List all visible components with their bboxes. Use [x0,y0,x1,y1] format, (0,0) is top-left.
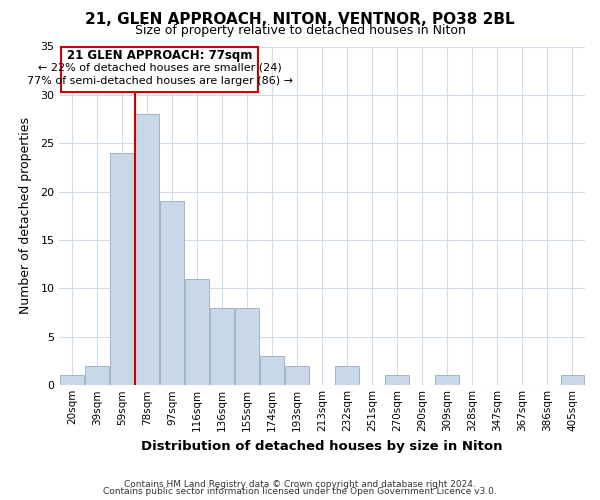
Text: 21 GLEN APPROACH: 77sqm: 21 GLEN APPROACH: 77sqm [67,48,252,62]
Text: Contains public sector information licensed under the Open Government Licence v3: Contains public sector information licen… [103,487,497,496]
Bar [160,201,184,385]
Y-axis label: Number of detached properties: Number of detached properties [19,117,32,314]
Bar [335,366,359,385]
Text: Contains HM Land Registry data © Crown copyright and database right 2024.: Contains HM Land Registry data © Crown c… [124,480,476,489]
Bar [385,375,409,385]
Bar [436,375,459,385]
Bar [135,114,159,385]
Bar [260,356,284,385]
Bar [85,366,109,385]
Bar [185,278,209,385]
Bar [560,375,584,385]
Bar [235,308,259,385]
X-axis label: Distribution of detached houses by size in Niton: Distribution of detached houses by size … [142,440,503,452]
FancyBboxPatch shape [61,46,259,92]
Bar [60,375,84,385]
Bar [210,308,234,385]
Text: ← 22% of detached houses are smaller (24): ← 22% of detached houses are smaller (24… [38,63,281,73]
Text: 21, GLEN APPROACH, NITON, VENTNOR, PO38 2BL: 21, GLEN APPROACH, NITON, VENTNOR, PO38 … [85,12,515,28]
Text: 77% of semi-detached houses are larger (86) →: 77% of semi-detached houses are larger (… [26,76,293,86]
Text: Size of property relative to detached houses in Niton: Size of property relative to detached ho… [134,24,466,37]
Bar [110,153,134,385]
Bar [285,366,309,385]
